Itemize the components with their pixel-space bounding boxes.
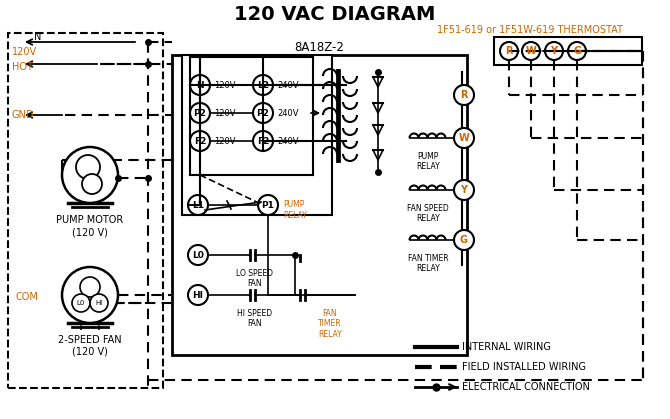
Text: PUMP
RELAY: PUMP RELAY — [283, 200, 307, 220]
Text: P1: P1 — [261, 201, 275, 210]
Text: Y: Y — [460, 185, 468, 195]
Text: R: R — [460, 90, 468, 100]
Text: FAN TIMER
RELAY: FAN TIMER RELAY — [407, 254, 448, 274]
Text: HI: HI — [95, 300, 103, 306]
Text: 240V: 240V — [277, 80, 299, 90]
Circle shape — [190, 75, 210, 95]
Text: P2: P2 — [194, 109, 206, 117]
Circle shape — [522, 42, 540, 60]
Text: (120 V): (120 V) — [72, 347, 108, 357]
Circle shape — [62, 147, 118, 203]
Text: GND: GND — [12, 110, 34, 120]
Text: HOT: HOT — [12, 62, 33, 72]
Text: L2: L2 — [257, 80, 269, 90]
Circle shape — [90, 294, 108, 312]
Circle shape — [190, 103, 210, 123]
Text: (120 V): (120 V) — [72, 227, 108, 237]
Text: INTERNAL WIRING: INTERNAL WIRING — [462, 342, 551, 352]
Text: HI SPEED
FAN: HI SPEED FAN — [237, 309, 273, 328]
Text: 2-SPEED FAN: 2-SPEED FAN — [58, 335, 122, 345]
Text: L0: L0 — [77, 300, 85, 306]
Text: G: G — [573, 46, 581, 56]
Text: 120 VAC DIAGRAM: 120 VAC DIAGRAM — [234, 5, 436, 23]
Text: ELECTRICAL CONNECTION: ELECTRICAL CONNECTION — [462, 382, 590, 392]
Circle shape — [253, 103, 273, 123]
Text: 120V: 120V — [214, 137, 235, 145]
Text: 240V: 240V — [277, 109, 299, 117]
Text: HI: HI — [192, 290, 204, 300]
Text: F2: F2 — [194, 137, 206, 145]
Circle shape — [62, 267, 118, 323]
Text: P2: P2 — [257, 109, 269, 117]
Circle shape — [190, 131, 210, 151]
Text: G: G — [460, 235, 468, 245]
Text: LO SPEED
FAN: LO SPEED FAN — [237, 269, 273, 288]
Text: FIELD INSTALLED WIRING: FIELD INSTALLED WIRING — [462, 362, 586, 372]
Text: PUMP MOTOR: PUMP MOTOR — [56, 215, 124, 225]
Text: COM: COM — [15, 292, 38, 302]
Circle shape — [454, 128, 474, 148]
Text: W: W — [459, 133, 470, 143]
Bar — [182, 55, 332, 215]
Text: 8A18Z-2: 8A18Z-2 — [295, 41, 344, 54]
Circle shape — [80, 277, 100, 297]
Bar — [494, 37, 642, 65]
Text: R: R — [505, 46, 513, 56]
Circle shape — [545, 42, 563, 60]
Text: Y: Y — [551, 46, 557, 56]
Text: 240V: 240V — [277, 137, 299, 145]
Text: N: N — [34, 32, 42, 42]
Circle shape — [258, 195, 278, 215]
Circle shape — [253, 131, 273, 151]
Circle shape — [568, 42, 586, 60]
Text: L1: L1 — [192, 201, 204, 210]
Circle shape — [253, 75, 273, 95]
Text: F2: F2 — [257, 137, 269, 145]
Circle shape — [188, 285, 208, 305]
Circle shape — [454, 230, 474, 250]
Text: PUMP
RELAY: PUMP RELAY — [416, 152, 440, 171]
Text: FAN SPEED
RELAY: FAN SPEED RELAY — [407, 204, 449, 223]
Bar — [8, 33, 163, 388]
Text: W: W — [526, 46, 537, 56]
Circle shape — [500, 42, 518, 60]
Circle shape — [454, 180, 474, 200]
Circle shape — [188, 245, 208, 265]
Circle shape — [82, 174, 102, 194]
Text: 120V: 120V — [214, 80, 235, 90]
Text: 120V: 120V — [12, 47, 37, 57]
Text: 120V: 120V — [214, 109, 235, 117]
Text: N: N — [196, 80, 204, 90]
Text: 1F51-619 or 1F51W-619 THERMOSTAT: 1F51-619 or 1F51W-619 THERMOSTAT — [437, 25, 623, 35]
Text: FAN
TIMER
RELAY: FAN TIMER RELAY — [318, 309, 342, 339]
Bar — [172, 55, 467, 355]
Circle shape — [76, 155, 100, 179]
Circle shape — [72, 294, 90, 312]
Circle shape — [188, 195, 208, 215]
Circle shape — [454, 85, 474, 105]
Text: L0: L0 — [192, 251, 204, 259]
